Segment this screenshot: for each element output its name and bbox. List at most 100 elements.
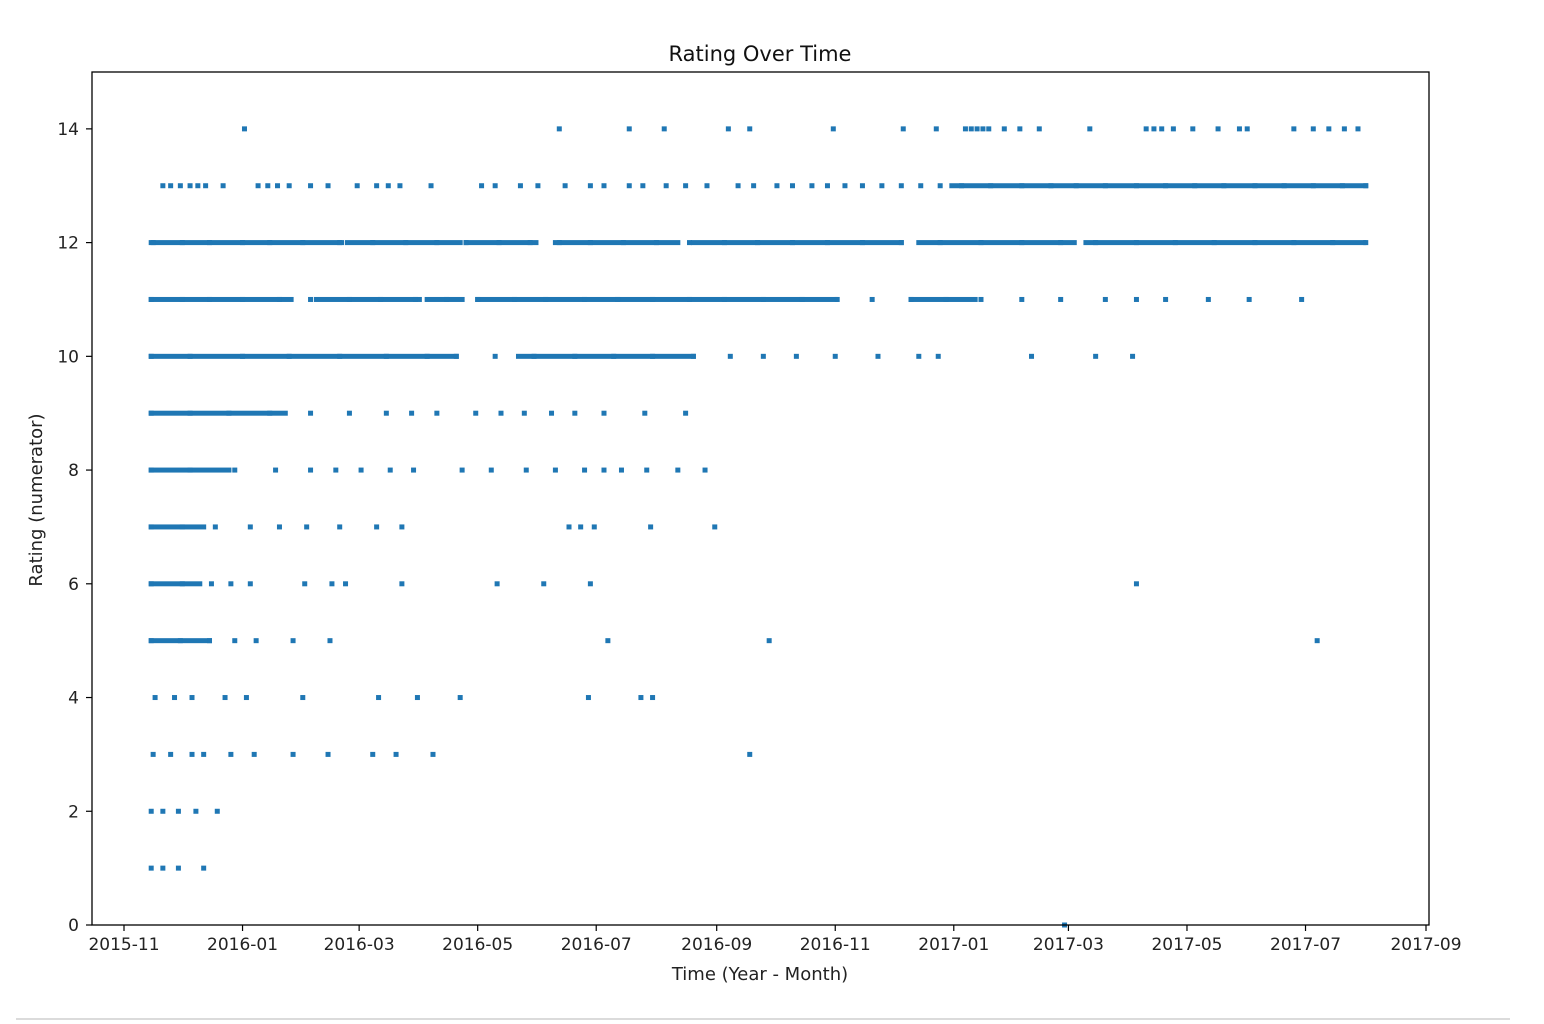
data-point [276, 524, 282, 530]
data-point [383, 410, 389, 416]
marker-run [148, 524, 207, 530]
data-point [397, 183, 403, 189]
data-point [704, 183, 710, 189]
data-point [327, 638, 333, 644]
data-point [1017, 126, 1023, 132]
data-point [175, 808, 181, 814]
x-axis-label: Time (Year - Month) [671, 964, 848, 985]
data-point [1215, 126, 1221, 132]
data-point [1133, 240, 1139, 246]
data-point [978, 296, 984, 302]
data-point [1326, 126, 1332, 132]
data-point [1252, 240, 1258, 246]
data-point [650, 695, 656, 701]
data-point [727, 353, 733, 359]
data-point [212, 524, 218, 530]
data-point [824, 240, 830, 246]
data-point [370, 751, 376, 757]
data-point [430, 751, 436, 757]
data-point [148, 524, 154, 530]
data-point [346, 296, 352, 302]
data-point [626, 126, 632, 132]
data-point [148, 638, 154, 644]
data-point [220, 183, 226, 189]
data-point [587, 183, 593, 189]
data-point [582, 296, 588, 302]
data-point [290, 751, 296, 757]
data-point [799, 296, 805, 302]
data-point [160, 865, 166, 871]
data-point [444, 296, 450, 302]
data-point [276, 296, 282, 302]
data-point [587, 581, 593, 587]
data-point [933, 126, 939, 132]
x-axis: 2015-11 2016-01 2016-03 2016-05 2016-07 2016-… [88, 925, 1462, 955]
data-point [517, 183, 523, 189]
data-point [1339, 183, 1345, 189]
data-point [308, 410, 314, 416]
data-point [585, 695, 591, 701]
data-point [354, 183, 360, 189]
data-point [187, 353, 193, 359]
data-point [286, 353, 292, 359]
x-tick-label: 2016-01 [207, 935, 278, 955]
data-point [177, 638, 183, 644]
data-point [247, 581, 253, 587]
data-point [378, 296, 384, 302]
data-point [325, 751, 331, 757]
x-tick-label: 2017-09 [1390, 935, 1461, 955]
data-point [308, 296, 314, 302]
data-point [214, 808, 220, 814]
marker-run [148, 353, 459, 359]
data-point [383, 353, 389, 359]
data-point [1019, 183, 1025, 189]
data-point [399, 524, 405, 530]
data-point [916, 353, 922, 359]
data-point [552, 467, 558, 473]
data-point [253, 638, 259, 644]
data-point [690, 353, 696, 359]
data-point [228, 751, 234, 757]
data-point [241, 126, 247, 132]
data-point [842, 183, 848, 189]
data-point [898, 240, 904, 246]
marker-run [949, 183, 1369, 189]
data-point [1019, 296, 1025, 302]
marker-run [148, 410, 288, 416]
data-point [337, 353, 343, 359]
data-point [1236, 126, 1242, 132]
data-point [475, 296, 481, 302]
data-point [611, 353, 617, 359]
data-point [148, 467, 154, 473]
data-point [535, 183, 541, 189]
data-point [290, 638, 296, 644]
data-point [751, 183, 757, 189]
data-point [747, 751, 753, 757]
data-point [148, 865, 154, 871]
data-point [208, 581, 214, 587]
data-point [541, 581, 547, 587]
data-point [1355, 126, 1361, 132]
data-point [187, 183, 193, 189]
data-point [374, 183, 380, 189]
data-point [1130, 353, 1136, 359]
data-point [251, 751, 257, 757]
data-point [152, 695, 158, 701]
data-point [492, 353, 498, 359]
data-point [789, 183, 795, 189]
data-point [496, 240, 502, 246]
data-point [1001, 126, 1007, 132]
data-point [1310, 126, 1316, 132]
data-point [1246, 296, 1252, 302]
chart-title: Rating Over Time [669, 42, 852, 66]
data-point [304, 524, 310, 530]
data-point [358, 467, 364, 473]
data-point [1019, 240, 1025, 246]
data-point [308, 183, 314, 189]
data-point [962, 126, 968, 132]
data-point [653, 240, 659, 246]
marker-run [148, 581, 203, 587]
data-point [273, 467, 279, 473]
data-point [650, 296, 656, 302]
